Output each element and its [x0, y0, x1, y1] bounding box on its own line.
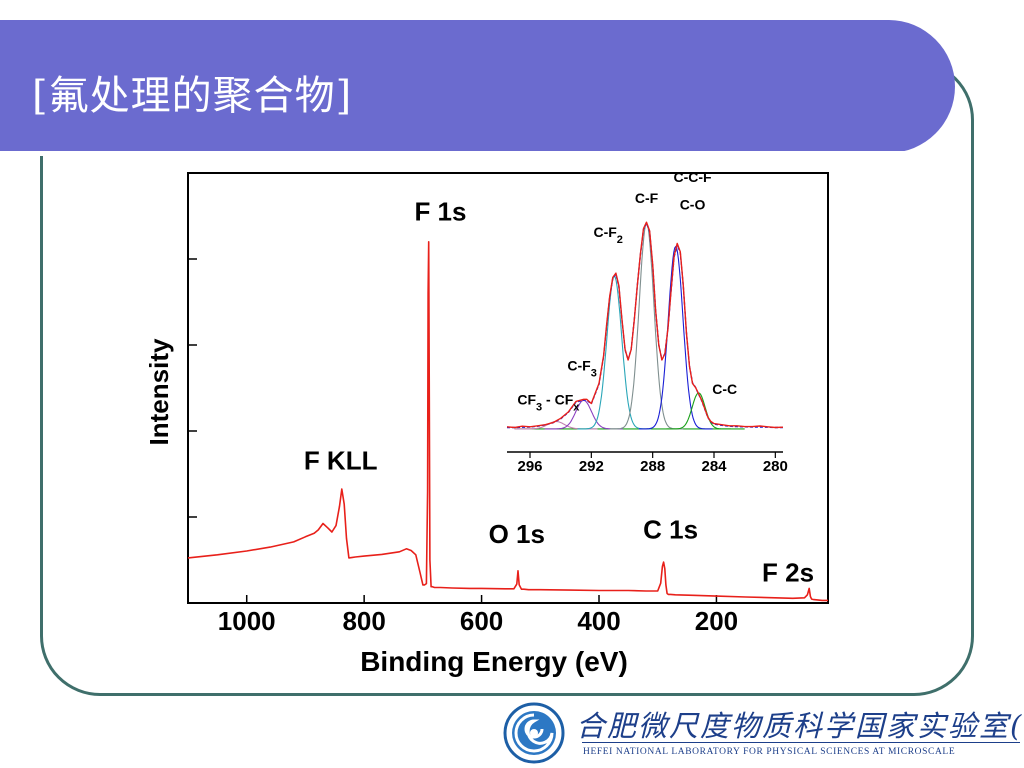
banner-rule: [0, 151, 905, 156]
x-tick-label: 800: [342, 606, 385, 636]
component-label: C-C-F: [673, 169, 712, 185]
component-label: C-F3: [567, 358, 596, 380]
y-axis-label: Intensity: [144, 338, 174, 445]
x-tick-label: 600: [460, 606, 503, 636]
peak-label: F 2s: [762, 558, 814, 588]
component-label: C-F2: [593, 224, 622, 246]
lab-logo: 合肥微尺度物质科学国家实验室(筹) HEFEI NATIONAL LABORAT…: [498, 701, 1024, 765]
component-label: CF3 - CFx: [517, 392, 580, 414]
peak-label: F 1s: [414, 196, 466, 226]
component-label: C-C: [712, 381, 737, 397]
c1s-spectrum-line: [506, 221, 784, 429]
peak-label: O 1s: [489, 519, 545, 549]
inset-x-tick-label: 284: [701, 458, 727, 475]
logo-rule: [582, 742, 1020, 743]
inset-x-tick-label: 288: [640, 458, 665, 475]
x-axis-label: Binding Energy (eV): [360, 646, 628, 677]
peak-label: C 1s: [643, 515, 698, 545]
component-label: C-O: [680, 197, 706, 213]
x-tick-label: 1000: [218, 606, 276, 636]
component-label: C-F: [635, 190, 659, 206]
lab-emblem-icon: [503, 702, 565, 764]
inset-background: [500, 370, 790, 450]
x-tick-label: 400: [577, 606, 620, 636]
survey-spectrum-line: [187, 241, 828, 602]
fit-component-line: [638, 245, 713, 430]
inset-x-tick-label: 280: [763, 458, 788, 475]
title-banner: [氟处理的聚合物]: [0, 20, 955, 156]
slide-title: [氟处理的聚合物]: [32, 73, 353, 119]
c1s-inset-plot: 296 292 288 284 280 C-C-F C-O C-F C-F2 C-F3 CF3 -…: [500, 169, 790, 475]
inset-x-tick-label: 292: [579, 458, 604, 475]
inset-x-tick-label: 296: [517, 458, 542, 475]
lab-name-english: HEFEI NATIONAL LABORATORY FOR PHYSICAL S…: [583, 747, 956, 757]
x-tick-label: 200: [695, 606, 738, 636]
peak-label: F KLL: [304, 446, 378, 476]
lab-name-chinese: 合肥微尺度物质科学国家实验室(筹): [576, 709, 1024, 743]
